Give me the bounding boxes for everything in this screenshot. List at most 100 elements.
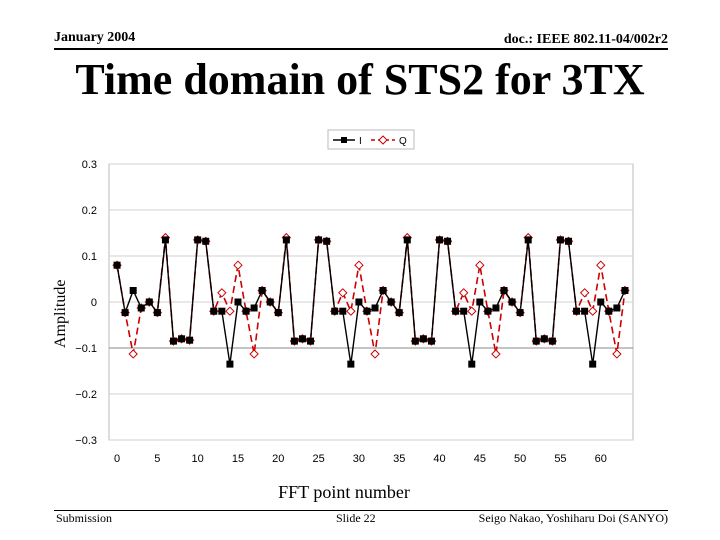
x-tick-label: 40 [433, 453, 445, 465]
i-point [242, 307, 250, 315]
q-point [491, 349, 501, 359]
i-point [355, 298, 363, 306]
i-point [444, 237, 452, 245]
q-point [475, 260, 485, 270]
q-point [459, 288, 469, 298]
q-point [128, 349, 138, 359]
i-point [387, 298, 395, 306]
q-point [233, 260, 243, 270]
i-point [540, 335, 548, 343]
i-point [573, 307, 581, 315]
q-point [612, 349, 622, 359]
i-point [524, 236, 532, 244]
i-point [226, 360, 234, 368]
q-point [217, 288, 227, 298]
header-date: January 2004 [54, 30, 136, 45]
q-point [338, 288, 348, 298]
y-tick-label: −0.3 [75, 435, 97, 447]
i-point [258, 287, 266, 294]
series-line-q [116, 237, 626, 355]
i-point [597, 298, 605, 306]
i-point [121, 309, 129, 317]
i-point [307, 337, 315, 345]
i-point [548, 337, 556, 345]
x-tick-labels: 0 5 10 15 20 25 30 35 40 45 50 55 60 [114, 453, 607, 465]
legend-marker-q [378, 135, 388, 145]
q-point [249, 349, 259, 359]
x-tick-label: 55 [554, 453, 566, 465]
i-point [395, 309, 403, 317]
i-point [468, 360, 476, 368]
footer-submission: Submission [56, 511, 113, 525]
x-tick-label: 60 [595, 453, 607, 465]
i-point [194, 236, 202, 244]
header-rule [54, 48, 668, 50]
i-point [581, 307, 589, 315]
legend-label-i: I [359, 136, 362, 147]
y-tick-label: −0.1 [75, 343, 97, 355]
y-tick-label: 0 [91, 297, 97, 309]
x-tick-label: 20 [272, 453, 284, 465]
y-tick-label: 0.2 [82, 205, 97, 217]
i-point [347, 360, 355, 368]
footer-slide-number: Slide 22 [336, 511, 376, 525]
i-point [492, 304, 500, 312]
q-point [346, 306, 356, 316]
x-tick-label: 45 [474, 453, 486, 465]
i-point [331, 307, 339, 315]
q-point [587, 306, 598, 316]
i-point [315, 236, 323, 244]
i-point [613, 304, 621, 312]
x-axis-label: FFT point number [278, 482, 410, 502]
i-point [266, 298, 274, 306]
footer-rule [54, 510, 668, 511]
q-point [579, 288, 590, 298]
i-point [403, 236, 411, 244]
y-axis-label: Amplitude [52, 279, 69, 348]
x-tick-label: 30 [353, 453, 365, 465]
i-point [427, 337, 435, 345]
i-point [250, 304, 258, 312]
i-point [516, 309, 524, 317]
y-tick-labels: 0.3 0.2 0.1 0 −0.1 −0.2 −0.3 [75, 159, 97, 447]
i-point [161, 236, 169, 244]
i-point [178, 335, 186, 343]
y-tick-label: 0.1 [82, 251, 97, 263]
x-tick-label: 0 [114, 453, 120, 465]
i-point [186, 336, 194, 344]
q-point [467, 306, 477, 316]
i-point [484, 307, 492, 315]
i-point [129, 287, 137, 294]
i-point [419, 335, 427, 343]
i-point [621, 287, 629, 294]
i-point [371, 304, 379, 312]
i-point [202, 237, 210, 245]
x-tick-label: 50 [514, 453, 526, 465]
x-tick-label: 15 [232, 453, 244, 465]
i-point [436, 236, 444, 244]
i-point [363, 307, 371, 315]
i-point [452, 307, 460, 315]
legend: I Q [327, 129, 415, 150]
y-tick-label: 0.3 [82, 159, 97, 171]
i-point [532, 337, 540, 345]
q-point [370, 349, 380, 359]
i-point [460, 307, 468, 315]
i-point [589, 360, 597, 368]
y-tick-label: −0.2 [75, 389, 97, 401]
i-point [145, 298, 153, 306]
q-point [225, 306, 235, 316]
footer-authors: Seigo Nakao, Yoshiharu Doi (SANYO) [478, 511, 668, 525]
i-point [169, 337, 177, 345]
time-domain-chart: 0.3 0.2 0.1 0 −0.1 −0.2 −0.3 0 5 10 15 20 25 30 35 40 4… [75, 129, 634, 465]
i-point [274, 309, 282, 317]
i-point [210, 307, 218, 315]
header-doc-id: doc.: IEEE 802.11-04/002r2 [503, 32, 668, 47]
i-point [476, 298, 484, 306]
i-point [290, 337, 298, 345]
i-point [298, 335, 306, 343]
i-point [153, 309, 161, 317]
i-point [565, 237, 573, 245]
i-point [411, 337, 419, 345]
i-point [379, 287, 387, 294]
